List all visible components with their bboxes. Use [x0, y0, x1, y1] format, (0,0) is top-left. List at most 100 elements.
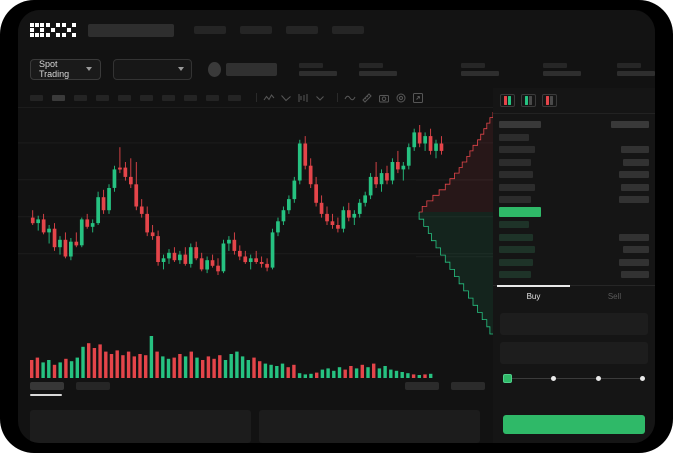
- orderbook-asks-icon[interactable]: [542, 94, 557, 107]
- orderbook-row[interactable]: [499, 245, 649, 254]
- nav-item-1[interactable]: [194, 26, 226, 34]
- orderbook-row[interactable]: [499, 158, 649, 167]
- chevron-down-icon: [86, 67, 93, 71]
- indicator-icon[interactable]: [297, 92, 309, 104]
- timeframe-button[interactable]: [184, 94, 197, 101]
- orderbook-spread-row[interactable]: [499, 207, 649, 217]
- ticker-stat-label: [543, 62, 567, 68]
- timeframe-button[interactable]: [206, 94, 219, 101]
- timeframe-button[interactable]: [118, 94, 131, 101]
- settings-icon[interactable]: [395, 92, 407, 104]
- orderbook-price-cell: [499, 196, 531, 203]
- bottom-tab-open-orders[interactable]: [30, 382, 64, 396]
- bottom-action-2[interactable]: [451, 382, 485, 390]
- orderbook-price-cell: [499, 133, 529, 141]
- app-header: [18, 10, 655, 50]
- ticker-stat-value: [359, 70, 397, 76]
- camera-icon[interactable]: [378, 92, 390, 104]
- order-amount-slider[interactable]: [503, 373, 645, 383]
- bottom-panel-1[interactable]: [30, 410, 251, 443]
- orderbook-both-icon[interactable]: [500, 94, 515, 107]
- okx-logo[interactable]: [30, 23, 76, 37]
- ticker-stat-value: [617, 70, 655, 76]
- orderbook-row[interactable]: [499, 195, 649, 204]
- orderbook-amount-cell: [619, 171, 649, 178]
- orderbook-amount-cell: [619, 196, 649, 203]
- slider-step-dot[interactable]: [595, 375, 601, 381]
- orderbook-amount-cell: [611, 121, 649, 128]
- wave-icon[interactable]: [344, 92, 356, 104]
- bottom-panel-2[interactable]: [259, 410, 480, 443]
- toolbar-divider: [337, 93, 338, 102]
- ticker-stat-change: [299, 62, 337, 76]
- timeframe-button[interactable]: [162, 94, 175, 101]
- orderbook-row[interactable]: [499, 258, 649, 267]
- slider-handle[interactable]: [503, 373, 512, 383]
- toolbar-divider: [256, 93, 257, 102]
- price-chart[interactable]: [18, 108, 493, 378]
- bottom-tab-actions: [393, 382, 493, 390]
- line-chart-icon[interactable]: [263, 92, 275, 104]
- timeframe-button-selected[interactable]: [52, 94, 65, 101]
- ticker-stat-value: [299, 70, 337, 76]
- trade-side-tabs: Buy Sell: [493, 285, 655, 306]
- nav-item-2[interactable]: [240, 26, 272, 34]
- orderbook-price-cell: [499, 221, 529, 228]
- orderbook-amount-cell: [623, 158, 649, 166]
- chevron-down-icon: [177, 67, 184, 71]
- orderbook-row[interactable]: [499, 233, 649, 242]
- global-search-input[interactable]: [88, 23, 174, 37]
- orderbook-amount-cell: [619, 258, 649, 266]
- orderbook-header-row: [499, 120, 649, 129]
- candlestick-chart-svg: [18, 125, 493, 378]
- trend-line-icon[interactable]: [280, 92, 292, 104]
- orderbook-amount-cell: [619, 233, 649, 241]
- orderbook-trade-panel: Buy Sell: [493, 88, 655, 443]
- orderbook-row[interactable]: [499, 220, 649, 229]
- slider-step-dot[interactable]: [639, 375, 645, 381]
- orderbook-rows[interactable]: [493, 114, 655, 279]
- timeframe-button[interactable]: [228, 94, 241, 101]
- orderbook-amount-cell: [621, 183, 649, 191]
- orderbook-price-cell: [499, 207, 541, 217]
- tab-sell[interactable]: Sell: [607, 292, 622, 301]
- order-price-input[interactable]: [500, 313, 648, 335]
- orderbook-row[interactable]: [499, 170, 649, 179]
- app-screen: Spot Trading: [18, 10, 655, 443]
- timeframe-button[interactable]: [30, 94, 43, 101]
- orderbook-bids-icon[interactable]: [521, 94, 536, 107]
- nav-item-3[interactable]: [286, 26, 318, 34]
- market-depth-chart: [416, 108, 493, 348]
- trading-pair-select[interactable]: [113, 58, 192, 80]
- orderbook-amount-cell: [621, 271, 649, 278]
- submit-buy-button[interactable]: [503, 415, 645, 434]
- ruler-icon[interactable]: [361, 92, 373, 104]
- chevron-down-icon[interactable]: [314, 92, 326, 104]
- orderbook-amount-cell: [621, 146, 649, 153]
- orderbook-price-cell: [499, 271, 531, 278]
- okx-logo-letter-x: [62, 23, 76, 37]
- tab-buy[interactable]: Buy: [493, 285, 574, 306]
- slider-step-dot[interactable]: [551, 375, 557, 381]
- timeframe-button[interactable]: [140, 94, 153, 101]
- orderbook-row[interactable]: [499, 270, 649, 279]
- timeframe-button[interactable]: [74, 94, 87, 101]
- bottom-tab-order-history[interactable]: [76, 382, 110, 390]
- ticker-stat-volume: [543, 62, 581, 76]
- fullscreen-icon[interactable]: [412, 92, 424, 104]
- orderbook-price-cell: [499, 258, 533, 266]
- orderbook-row[interactable]: [499, 133, 649, 142]
- orderbook-price-cell: [499, 183, 535, 191]
- bottom-tab-bar: [18, 382, 493, 408]
- trading-mode-label: Spot Trading: [39, 59, 70, 79]
- nav-item-4[interactable]: [332, 26, 364, 34]
- bottom-action-1[interactable]: [405, 382, 439, 390]
- timeframe-button[interactable]: [96, 94, 109, 101]
- trading-mode-selector[interactable]: Spot Trading: [30, 58, 102, 80]
- orderbook-row[interactable]: [499, 183, 649, 192]
- panel-divider: [493, 113, 655, 114]
- orderbook-amount-cell: [623, 246, 649, 253]
- orderbook-row[interactable]: [499, 145, 649, 154]
- order-amount-input[interactable]: [500, 342, 648, 364]
